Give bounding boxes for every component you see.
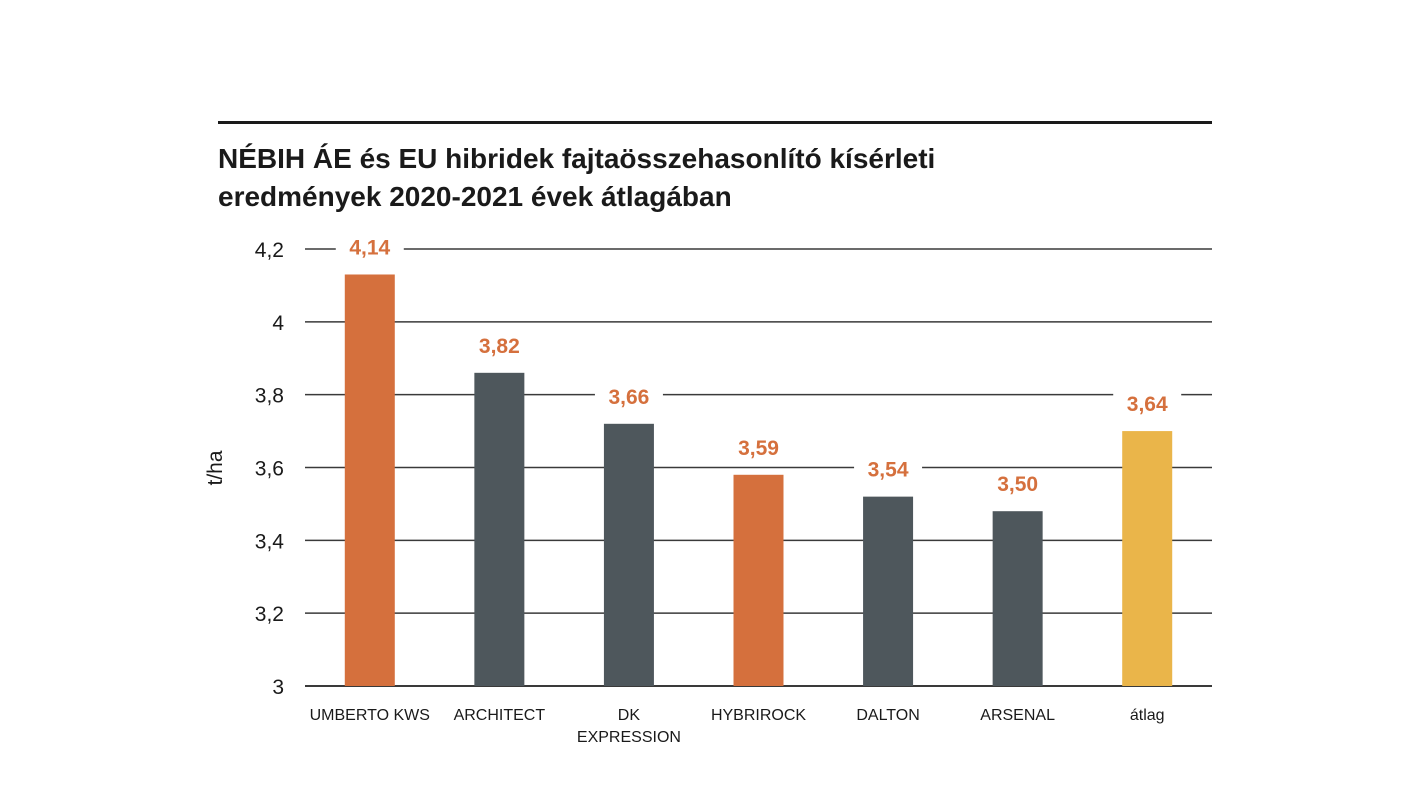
y-tick-label: 4,2 [255,239,284,262]
chart-title-line-1: NÉBIH ÁE és EU hibridek fajtaösszehasonl… [218,143,936,174]
data-label: 3,66 [608,386,649,409]
bar [474,372,525,686]
bars [344,274,1173,686]
data-label: 3,64 [1127,393,1168,416]
data-label: 3,82 [479,335,520,358]
bar [1122,431,1173,686]
category-label: HYBRIROCK [711,707,806,724]
category-label: UMBERTO KWS [310,707,430,724]
category-label: átlag [1130,707,1165,724]
data-label-background [1113,392,1182,419]
chart-title-line-2: eredmények 2020-2021 évek átlagában [218,181,732,212]
data-label-background [983,472,1052,499]
data-label: 3,54 [868,459,909,482]
category-label: DALTON [856,707,919,724]
data-label-background [594,384,663,411]
y-tick-label: 3 [272,676,284,699]
bar [733,474,784,686]
data-label: 3,59 [738,437,779,460]
y-axis-title: t/ha [204,450,227,485]
y-tick-label: 3,4 [255,530,285,553]
category-label: DK EXPRESSION [577,707,681,746]
y-tick-label: 3,8 [255,385,284,408]
y-axis-ticks: 3 3,2 3,4 3,6 3,8 4 4,2 [255,239,285,699]
data-label-background [724,435,793,462]
data-label-background [465,333,534,360]
y-tick-label: 4 [272,312,284,335]
chart-title: NÉBIH ÁE és EU hibridek fajtaösszehasonl… [218,140,1212,216]
data-label: 3,50 [997,473,1038,496]
y-tick-label: 3,2 [255,603,284,626]
data-labels: 4,14 3,82 3,66 3,59 3,54 3,50 3,64 [335,235,1182,499]
data-label-background [335,235,404,262]
bar [992,511,1043,686]
category-labels: UMBERTO KWS ARCHITECT DK EXPRESSION HYBRIROC… [310,707,1165,746]
bar [603,423,654,686]
bar [863,496,914,686]
title-rule [218,121,1212,124]
bar [344,274,395,686]
data-label: 4,14 [349,236,390,259]
category-label: ARSENAL [980,707,1055,724]
y-tick-label: 3,6 [255,458,284,481]
data-label-background [854,457,923,484]
category-label: ARCHITECT [454,707,546,724]
